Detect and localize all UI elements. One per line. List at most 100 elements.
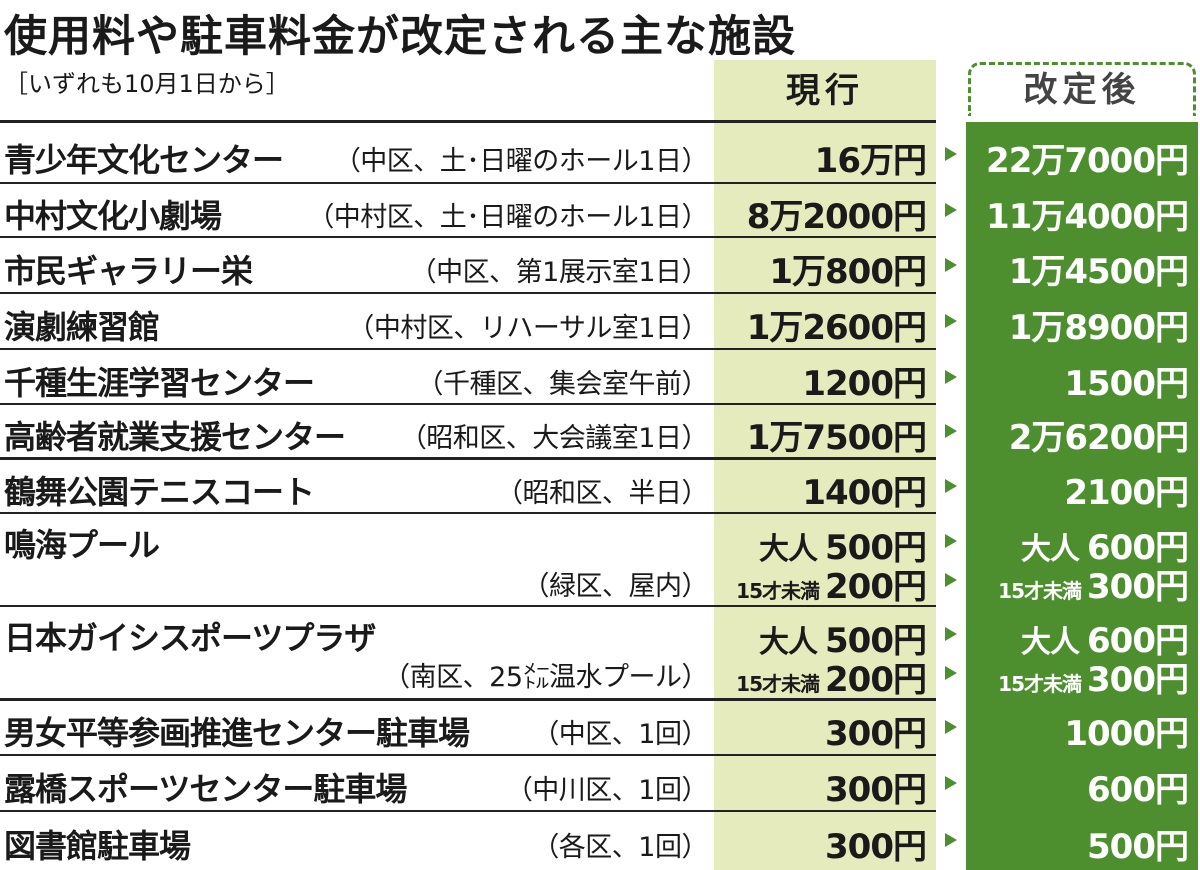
page-subtitle: ［いずれも10月1日から］ <box>4 70 290 98</box>
child-label: 15才未満 <box>998 672 1082 696</box>
row-divider <box>0 403 936 405</box>
current-price: 8万2000円 <box>746 197 927 237</box>
arrow-right-icon <box>945 258 957 272</box>
facility-name: 図書館駐車場 <box>4 827 191 865</box>
current-price: 1万800円 <box>769 252 927 292</box>
adult-label: 大人 <box>759 625 818 660</box>
table-row: 中村文化小劇場 （中村区、土･日曜のホール1日） 8万2000円 11万4000… <box>0 183 1200 237</box>
current-price: 300円 <box>825 770 927 810</box>
group-divider <box>0 457 936 460</box>
arrow-right-icon <box>945 424 957 438</box>
facility-name: 市民ギャラリー栄 <box>4 252 253 290</box>
child-label: 15才未満 <box>736 672 820 696</box>
revised-price: 600円 <box>1087 770 1189 810</box>
revised-price: 2100円 <box>1064 473 1189 513</box>
revised-price: 500円 <box>1087 827 1189 867</box>
revised-adult-price: 600円 <box>1087 528 1189 568</box>
row-divider <box>0 292 936 294</box>
row-divider <box>0 348 936 350</box>
current-price: 1200円 <box>802 364 927 404</box>
adult-label: 大人 <box>1021 625 1080 660</box>
current-child-price: 200円 <box>825 660 927 700</box>
facility-name: 鳴海プール <box>4 526 160 564</box>
page-title: 使用料や駐車料金が改定される主な施設 <box>4 12 796 62</box>
current-price: 1400円 <box>802 473 927 513</box>
facility-detail: （中区、1回） <box>532 719 708 750</box>
current-price: 16万円 <box>814 141 927 181</box>
row-divider <box>0 182 936 184</box>
child-label: 15才未満 <box>998 579 1082 603</box>
table-row: 高齢者就業支援センター （昭和区、大会議室1日） 1万7500円 2万6200円 <box>0 405 1200 458</box>
row-divider <box>0 605 936 607</box>
revised-price: 1万4500円 <box>1008 252 1189 292</box>
facility-name: 青少年文化センター <box>4 141 284 179</box>
arrow-right-icon <box>945 573 957 587</box>
revised-column-background <box>966 122 1198 870</box>
facility-name: 中村文化小劇場 <box>4 197 222 235</box>
arrow-right-icon <box>945 666 957 680</box>
table-row: 露橋スポーツセンター駐車場 （中川区、1回） 300円 600円 <box>0 756 1200 810</box>
revised-price: 2万6200円 <box>1008 418 1189 458</box>
arrow-right-icon <box>945 314 957 328</box>
current-column-background <box>714 60 936 870</box>
header-divider <box>0 120 936 123</box>
revised-price: 1500円 <box>1064 364 1189 404</box>
table-row: 図書館駐車場 （各区、1回） 300円 500円 <box>0 812 1200 868</box>
facility-detail: （南区、25㍍温水プール） <box>383 662 708 693</box>
facility-name: 高齢者就業支援センター <box>4 418 346 456</box>
arrow-right-icon <box>945 776 957 790</box>
arrow-right-icon <box>945 147 957 161</box>
revised-child-price: 300円 <box>1087 567 1189 607</box>
facility-name: 男女平等参画推進センター駐車場 <box>4 714 470 752</box>
current-column-header: 現行 <box>786 71 864 111</box>
revised-price: 11万4000円 <box>986 197 1189 237</box>
table-row: 男女平等参画推進センター駐車場 （中区、1回） 300円 1000円 <box>0 701 1200 754</box>
adult-label: 大人 <box>759 532 818 567</box>
table-row: 千種生涯学習センター （千種区、集会室午前） 1200円 1500円 <box>0 350 1200 404</box>
adult-label: 大人 <box>1021 532 1080 567</box>
table-row: 日本ガイシスポーツプラザ （南区、25㍍温水プール） 大人 500円 15才未満 2… <box>0 607 1200 700</box>
facility-detail: （中村区、土･日曜のホール1日） <box>307 202 708 233</box>
facility-detail: （各区、1回） <box>532 832 708 863</box>
current-price: 300円 <box>825 827 927 867</box>
facility-detail: （昭和区、半日） <box>496 478 709 509</box>
facility-detail: （中区、土･日曜のホール1日） <box>333 146 709 177</box>
facility-detail: （中村区、リハーサル室1日） <box>347 313 708 344</box>
current-price: 300円 <box>825 714 927 754</box>
current-price: 1万2600円 <box>746 308 927 348</box>
row-divider <box>0 810 936 812</box>
group-divider <box>0 698 936 701</box>
table-row: 青少年文化センター （中区、土･日曜のホール1日） 16万円 22万7000円 <box>0 127 1200 181</box>
facility-name: 露橋スポーツセンター駐車場 <box>4 770 407 808</box>
table-row: 鳴海プール （緑区、屋内） 大人 500円 15才未満 200円 大人 600円 15… <box>0 514 1200 607</box>
current-price: 1万7500円 <box>746 418 927 458</box>
revised-child-price: 300円 <box>1087 660 1189 700</box>
revised-price: 1万8900円 <box>1008 308 1189 348</box>
arrow-right-icon <box>945 479 957 493</box>
arrow-right-icon <box>945 627 957 641</box>
facility-name: 千種生涯学習センター <box>4 364 315 402</box>
arrow-right-icon <box>945 370 957 384</box>
revised-column-header: 改定後 <box>968 62 1196 116</box>
row-divider <box>0 236 936 238</box>
row-divider <box>0 754 936 756</box>
arrow-right-icon <box>945 833 957 847</box>
facility-name: 日本ガイシスポーツプラザ <box>4 619 376 657</box>
arrow-right-icon <box>945 203 957 217</box>
table-row: 市民ギャラリー栄 （中区、第1展示室1日） 1万800円 1万4500円 <box>0 238 1200 292</box>
table-row: 演劇練習館 （中村区、リハーサル室1日） 1万2600円 1万8900円 <box>0 294 1200 348</box>
facility-detail: （中区、第1展示室1日） <box>409 257 709 288</box>
facility-detail: （緑区、屋内） <box>522 571 709 602</box>
current-adult-price: 500円 <box>825 621 927 661</box>
facility-detail: （中川区、1回） <box>505 775 709 806</box>
arrow-right-icon <box>945 720 957 734</box>
current-adult-price: 500円 <box>825 528 927 568</box>
child-label: 15才未満 <box>736 579 820 603</box>
facility-name: 演劇練習館 <box>4 308 160 346</box>
revised-price: 22万7000円 <box>986 141 1189 181</box>
row-divider <box>0 512 936 514</box>
revised-price: 1000円 <box>1064 714 1189 754</box>
table-row: 鶴舞公園テニスコート （昭和区、半日） 1400円 2100円 <box>0 460 1200 513</box>
facility-detail: （昭和区、大会議室1日） <box>399 423 709 454</box>
facility-name: 鶴舞公園テニスコート <box>4 473 315 511</box>
